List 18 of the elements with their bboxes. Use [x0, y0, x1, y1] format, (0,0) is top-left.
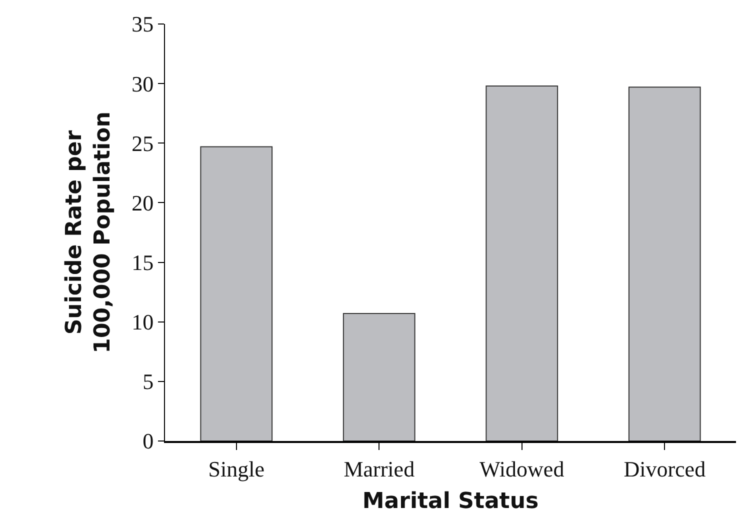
- y-tick-label: 5: [142, 369, 154, 394]
- x-tick-label: Divorced: [624, 456, 706, 482]
- y-tick-label: 10: [132, 310, 154, 335]
- y-tick-label: 35: [132, 12, 154, 37]
- bar: [342, 313, 416, 441]
- bar: [200, 146, 273, 441]
- x-tick-label: Widowed: [480, 456, 564, 482]
- x-tick-label: Single: [208, 456, 264, 482]
- x-axis-title: Marital Status: [362, 488, 539, 514]
- bar: [486, 85, 558, 441]
- x-tick-label: Married: [344, 456, 415, 482]
- y-tick-label: 0: [142, 428, 154, 454]
- bar: [628, 86, 701, 441]
- y-tick-label: 15: [132, 250, 154, 275]
- y-tick-label: 30: [132, 71, 154, 96]
- y-tick-label: 20: [132, 190, 154, 216]
- y-tick-label: 25: [132, 130, 154, 156]
- y-axis-title: Suicide Rate per 100,000 Population: [62, 112, 116, 354]
